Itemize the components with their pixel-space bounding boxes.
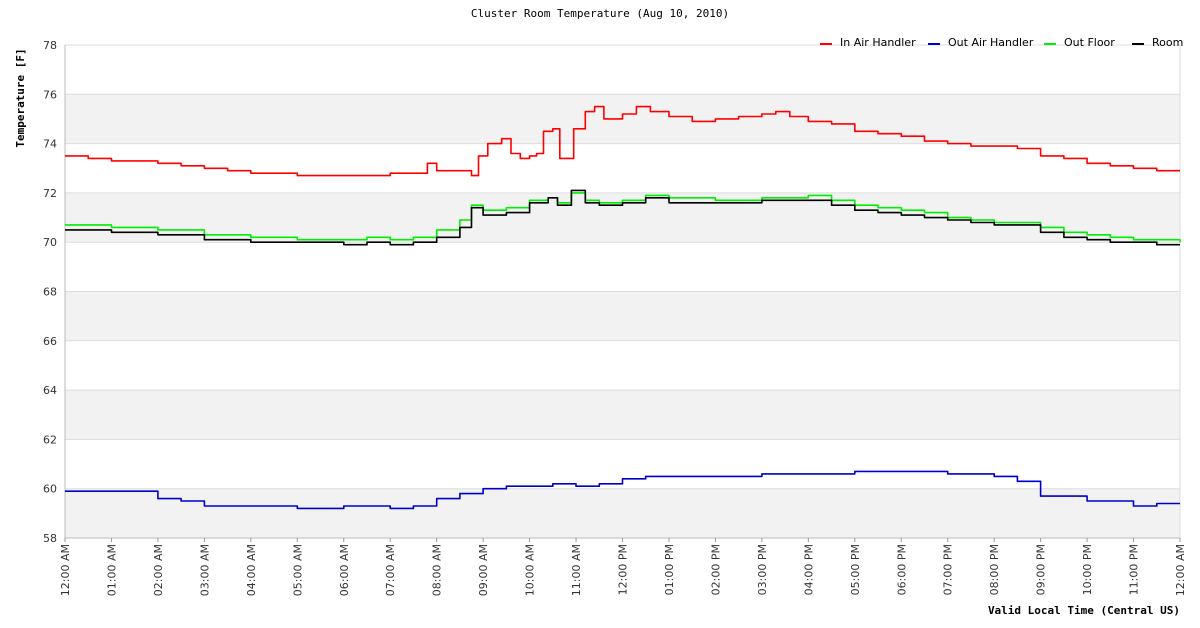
x-tick-label: 03:00 AM <box>198 544 211 596</box>
plot-band <box>65 340 1180 391</box>
legend-item: Out Floor <box>1044 36 1115 49</box>
y-tick-label: 78 <box>43 39 57 52</box>
y-axis-label: Temperature [F] <box>14 48 27 147</box>
x-tick-label: 04:00 PM <box>802 544 815 595</box>
legend-label: Room <box>1152 36 1183 49</box>
plot-band <box>65 390 1180 440</box>
y-tick-label: 70 <box>43 236 57 249</box>
x-tick-label: 02:00 PM <box>709 544 722 595</box>
y-tick-label: 72 <box>43 187 57 200</box>
x-tick-label: 12:00 AM <box>59 544 72 596</box>
series-line-in-air-handler <box>65 105 1180 177</box>
y-axis-ticks: 58 60 62 64 66 68 70 72 74 76 78 <box>43 39 57 545</box>
series-line-out-air-handler <box>65 470 1180 510</box>
series-line-out-floor <box>65 192 1181 243</box>
x-tick-label: 09:00 AM <box>477 544 490 596</box>
y-tick-label: 58 <box>43 532 57 545</box>
plot-background-bands <box>65 45 1180 538</box>
x-tick-label: 12:00 PM <box>617 544 630 595</box>
plot-band <box>65 143 1180 193</box>
y-tick-label: 66 <box>43 335 57 348</box>
legend-item: Room <box>1132 36 1183 49</box>
x-tick-label: 11:00 AM <box>570 544 583 596</box>
y-tick-label: 74 <box>43 138 57 151</box>
x-axis-label: Valid Local Time (Central US) <box>988 604 1180 617</box>
plot-band <box>65 291 1180 341</box>
x-tick-label: 07:00 AM <box>384 544 397 596</box>
series-line-room <box>65 189 1180 246</box>
y-tick-label: 62 <box>43 433 57 446</box>
plot-band <box>65 488 1180 538</box>
x-tick-label: 03:00 PM <box>756 544 769 595</box>
x-tick-label: 05:00 PM <box>849 544 862 595</box>
legend-item: In Air Handler <box>820 36 916 49</box>
x-tick-label: 04:00 AM <box>245 544 258 596</box>
x-tick-label: 01:00 PM <box>663 544 676 595</box>
legend: In Air Handler Out Air Handler Out Floor Ro… <box>820 36 1183 49</box>
x-tick-label: 06:00 AM <box>338 544 351 596</box>
y-tick-label: 76 <box>43 88 57 101</box>
plot-band <box>65 45 1180 95</box>
legend-label: In Air Handler <box>840 36 916 49</box>
x-tick-label: 08:00 PM <box>988 544 1001 595</box>
x-tick-label: 11:00 PM <box>1128 544 1141 595</box>
x-tick-label: 10:00 PM <box>1081 544 1094 595</box>
plot-band <box>65 242 1180 292</box>
x-tick-label: 08:00 AM <box>431 544 444 596</box>
legend-label: Out Air Handler <box>948 36 1034 49</box>
x-tick-label: 05:00 AM <box>291 544 304 596</box>
x-tick-label: 12:00 AM <box>1174 544 1187 596</box>
x-tick-label: 02:00 AM <box>152 544 165 596</box>
x-tick-label: 10:00 AM <box>524 544 537 596</box>
x-tick-label: 09:00 PM <box>1035 544 1048 595</box>
y-tick-label: 68 <box>43 286 57 299</box>
x-axis-ticks: 12:00 AM 01:00 AM 02:00 AM 03:00 AM 04:00 AM… <box>59 538 1187 596</box>
x-tick-label: 06:00 PM <box>895 544 908 595</box>
series-group <box>65 105 1181 510</box>
legend-item: Out Air Handler <box>928 36 1034 49</box>
chart-title: Cluster Room Temperature (Aug 10, 2010) <box>471 7 729 20</box>
legend-label: Out Floor <box>1064 36 1115 49</box>
y-tick-label: 60 <box>43 483 57 496</box>
x-tick-label: 07:00 PM <box>942 544 955 595</box>
x-tick-label: 01:00 AM <box>105 544 118 596</box>
y-tick-label: 64 <box>43 384 57 397</box>
